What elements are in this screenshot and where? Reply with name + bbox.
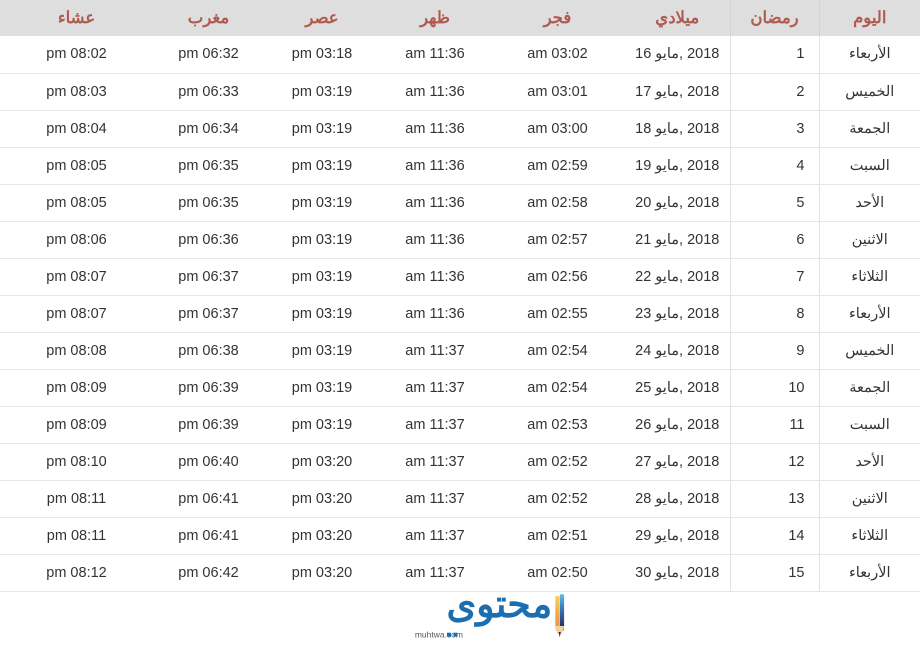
svg-text:محتوى: محتوى (446, 584, 552, 627)
